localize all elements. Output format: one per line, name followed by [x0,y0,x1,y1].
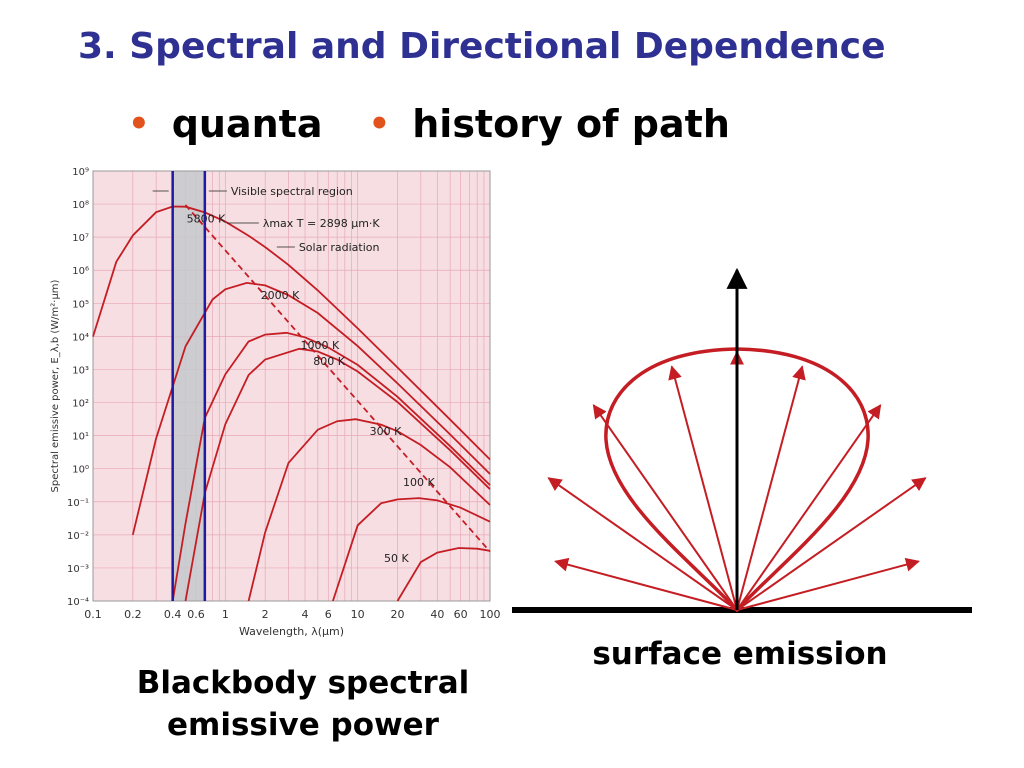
y-tick-label: 10⁶ [72,266,89,277]
y-tick-label: 10⁷ [72,233,89,244]
x-tick-label: 0.2 [124,608,142,621]
series-label-5800k: 5800 K [187,212,226,225]
bullet-text-quanta: quanta [171,102,323,146]
series-line-300k [247,418,491,602]
x-tick-label: 40 [430,608,444,621]
bullet-text-history: history of path [412,102,730,146]
y-tick-label: 10¹ [72,432,89,443]
y-tick-label: 10⁻² [67,531,89,542]
series-line-100k [332,497,491,602]
bullet-list: • quanta • history of path [128,98,730,150]
series-label-100k: 100 K [403,476,435,489]
emission-ray-arrow [736,365,806,611]
lambda-max-line [184,204,491,553]
series-label-300k: 300 K [370,425,402,438]
y-tick-label: 10⁻⁴ [67,597,89,608]
blackbody-chart: 5800 K 2000 K 1000 K 800 K 300 K 100 K 50 K Vis… [50,167,501,638]
emission-ray-arrow [736,404,882,611]
y-tick-label: 10⁻¹ [67,498,89,509]
x-tick-label: 10 [351,608,365,621]
bullet-item-history: • history of path [369,102,730,146]
emission-ray-arrow [547,477,738,611]
chart-frame [92,170,491,602]
bullet-item-quanta: • quanta [128,102,323,146]
series-label-800k: 800 K [313,355,345,368]
x-tick-label: 100 [480,608,501,621]
y-tick-label: 10⁴ [72,332,89,343]
emission-ray-arrow [736,557,920,611]
annotation-lambda-max: λmax T = 2898 μm·K [263,217,381,230]
y-tick-label: 10⁵ [72,299,89,310]
y-tick-label: 10⁻³ [67,564,89,575]
x-tick-label: 0.1 [84,608,102,621]
annotation-visible-region: Visible spectral region [231,185,353,198]
x-tick-label: 4 [302,608,309,621]
series-label-1000k: 1000 K [301,339,340,352]
x-tick-label: 0.4 [164,608,182,621]
y-tick-label: 10⁹ [72,167,89,178]
chart-grid [92,170,490,602]
chart-plot-area [93,171,490,601]
x-axis-label: Wavelength, λ(μm) [239,625,344,638]
y-tick-label: 10⁸ [72,200,89,211]
bullet-dot: • [128,104,150,144]
x-tick-label: 2 [262,608,269,621]
emission-ray-arrow [736,477,927,611]
bullet-dot: • [368,104,391,144]
annotation-solar-radiation: Solar radiation [299,241,380,254]
x-tick-label: 1 [222,608,229,621]
x-tick-label: 20 [391,608,405,621]
chart-series-group [92,205,491,602]
caption-blackbody: Blackbody spectral emissive power [88,662,518,746]
x-tick-label: 0.6 [187,608,205,621]
series-label-50k: 50 K [384,552,409,565]
caption-blackbody-line2: emissive power [167,707,439,743]
chart-annotations: Visible spectral region λmax T = 2898 μm·… [152,185,381,254]
caption-blackbody-line1: Blackbody spectral [136,665,470,701]
x-tick-label: 60 [454,608,468,621]
slide-title: 3. Spectral and Directional Dependence [78,26,886,67]
series-line-50k [396,547,491,602]
y-tick-label: 10³ [72,365,89,376]
series-line-2000k [131,281,491,536]
y-tick-label: 10² [72,399,89,410]
emission-ray-arrow [554,557,738,611]
visible-region-band [172,171,205,601]
caption-surface-emission: surface emission [592,636,888,672]
y-axis-label: Spectral emissive power, E_λ,b (W/m²·μm) [50,279,61,492]
emission-ray-arrow [668,365,738,611]
x-tick-label: 6 [325,608,332,621]
x-tick-labels: 0.1 0.2 0.4 0.6 1 2 4 6 10 20 40 60 100 [84,608,500,621]
surface-emission-diagram [512,267,972,613]
y-tick-label: 10⁰ [72,465,89,476]
series-line-5800k [92,205,491,461]
y-tick-labels: 10⁻⁴ 10⁻³ 10⁻² 10⁻¹ 10⁰ 10¹ 10² 10³ 10⁴ 10⁵ 10⁶ 10⁷… [67,167,89,608]
series-line-800k [184,347,491,602]
series-label-2000k: 2000 K [261,289,300,302]
emission-ray-arrow [592,404,738,611]
